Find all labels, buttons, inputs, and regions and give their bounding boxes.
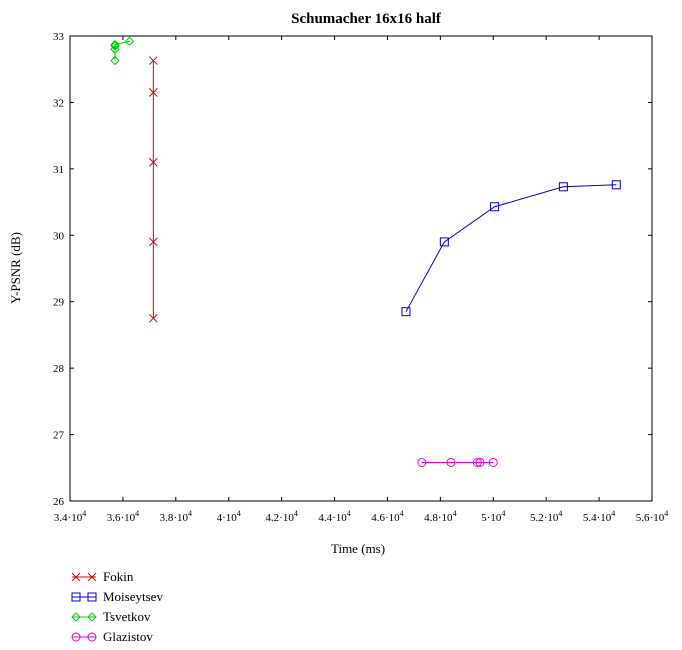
data-point-tsvetkov [110, 41, 120, 51]
data-point-moiseytsev [439, 237, 449, 247]
x-tick-label-exponent: 4 [347, 509, 351, 518]
x-tick-label: 4.6·104 [371, 509, 403, 524]
x-tick-label: 4.4·104 [318, 509, 350, 524]
marker-stroke [148, 56, 158, 65]
series-line-moiseytsev [405, 184, 617, 312]
x-tick-label-mantissa: 3.8·10 [160, 512, 189, 524]
x-tick-label-exponent: 4 [188, 509, 192, 518]
legend-label: Tsvetkov [103, 609, 151, 624]
x-tick-label-mantissa: 4.2·10 [265, 512, 294, 524]
x-tick-label-mantissa: 4.6·10 [371, 512, 400, 524]
legend-item-glazistov: Glazistov [71, 629, 153, 644]
x-tick-label: 4.2·104 [265, 509, 297, 524]
marker-stroke [148, 313, 158, 323]
x-tick-label-mantissa: 4.4·10 [318, 512, 347, 524]
legend-item-moiseytsev: Moiseytsev [71, 589, 163, 604]
x-tick-label-mantissa: 5·10 [481, 512, 502, 524]
y-tick-label: 29 [53, 297, 65, 309]
x-tick-label-exponent: 4 [237, 509, 241, 518]
x-tick-label-exponent: 4 [558, 509, 562, 518]
marker-stroke [148, 157, 158, 167]
x-tick-label-mantissa: 3.6·10 [107, 512, 136, 524]
data-point-fokin [148, 88, 158, 97]
y-tick-label: 31 [53, 164, 64, 176]
y-tick-label: 32 [53, 97, 64, 109]
axes-box [69, 35, 653, 502]
marker-stroke [87, 572, 97, 582]
y-tick-label: 28 [53, 363, 65, 375]
legend-marker [87, 612, 97, 622]
data-point-fokin [148, 157, 158, 167]
data-point-moiseytsev [611, 180, 621, 190]
plot-area: 3.4·104 3.6·104 3.8·104 4·104 4.2·104 4.4·104… [53, 31, 668, 524]
legend-marker [87, 572, 97, 582]
data-point-moiseytsev [401, 307, 411, 317]
x-tick-label: 5.2·104 [530, 509, 562, 524]
data-point-tsvetkov [110, 39, 120, 50]
data-point-glazistov [475, 457, 485, 467]
data-point-moiseytsev [558, 182, 568, 192]
y-tick-label: 27 [53, 430, 65, 442]
y-tick-label: 26 [53, 496, 65, 508]
data-point-fokin [148, 56, 158, 65]
legend-marker [87, 592, 97, 602]
data-point-glazistov [488, 457, 498, 467]
chart-title: Schumacher 16x16 half [291, 11, 442, 27]
data-point-tsvetkov [110, 55, 120, 66]
x-tick-label: 3.4·104 [54, 509, 86, 524]
x-tick-label-exponent: 4 [400, 509, 404, 518]
x-tick-label-exponent: 4 [664, 509, 668, 518]
marker-stroke [148, 88, 158, 97]
x-tick-label-mantissa: 5.2·10 [530, 512, 559, 524]
x-axis-label: Time (ms) [331, 541, 385, 556]
y-axis-label: Y-PSNR (dB) [8, 232, 23, 304]
legend: Fokin Moiseytsev Tsvetkov Glazistov [71, 569, 163, 644]
x-tick-label: 3.6·104 [107, 509, 139, 524]
x-tick-label: 5.6·104 [636, 509, 668, 524]
data-point-tsvetkov [124, 36, 135, 47]
data-point-glazistov [417, 457, 427, 467]
legend-marker [71, 572, 81, 582]
x-tick-label-mantissa: 4.8·10 [424, 512, 453, 524]
data-point-fokin [148, 313, 158, 323]
x-tick-label: 3.8·104 [160, 509, 192, 524]
y-tick-label: 33 [53, 31, 65, 43]
legend-item-tsvetkov: Tsvetkov [71, 609, 151, 624]
data-point-moiseytsev [490, 202, 500, 212]
marker-stroke [148, 237, 158, 247]
legend-item-fokin: Fokin [71, 569, 134, 584]
x-tick-label: 5·104 [481, 509, 505, 524]
legend-label: Fokin [103, 569, 134, 584]
legend-marker [71, 632, 81, 642]
x-tick-label-exponent: 4 [294, 509, 298, 518]
x-tick-label-mantissa: 5.6·10 [636, 512, 665, 524]
x-tick-label-mantissa: 3.4·10 [54, 512, 83, 524]
x-tick-label-exponent: 4 [501, 509, 505, 518]
x-tick-label-exponent: 4 [82, 509, 86, 518]
x-tick-label-exponent: 4 [135, 509, 139, 518]
x-tick-label-mantissa: 5.4·10 [583, 512, 612, 524]
x-tick-label: 4.8·104 [424, 509, 456, 524]
legend-label: Glazistov [103, 629, 153, 644]
x-tick-label: 4·104 [217, 509, 241, 524]
x-tick-label: 5.4·104 [583, 509, 615, 524]
legend-marker [71, 612, 81, 622]
y-tick-label: 30 [53, 230, 65, 242]
marker-stroke [71, 572, 81, 582]
data-point-glazistov [446, 457, 456, 467]
legend-label: Moiseytsev [103, 589, 163, 604]
data-point-fokin [148, 237, 158, 247]
data-point-glazistov [472, 457, 482, 467]
x-tick-label-exponent: 4 [611, 509, 615, 518]
legend-marker [71, 592, 81, 602]
x-tick-label-exponent: 4 [453, 509, 457, 518]
x-tick-label-mantissa: 4·10 [217, 512, 238, 524]
legend-marker [87, 632, 97, 642]
